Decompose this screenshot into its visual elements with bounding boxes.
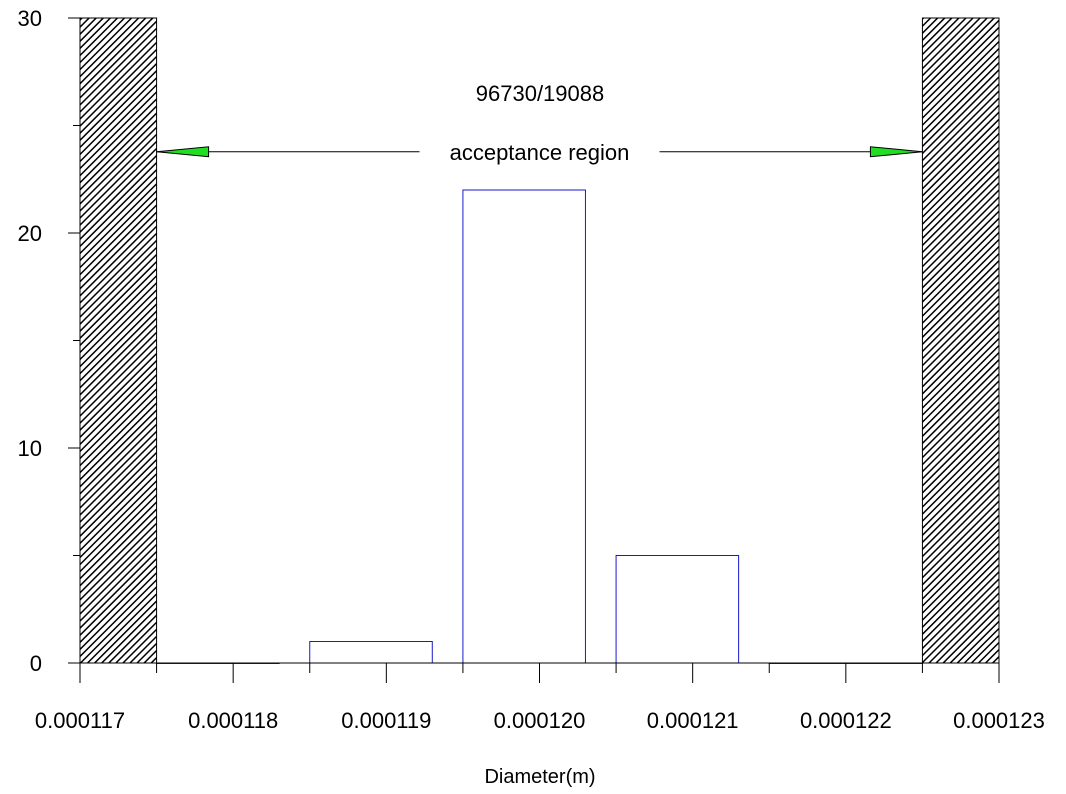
histogram-bar-3 bbox=[462, 189, 586, 664]
y-tick-label: 20 bbox=[18, 221, 42, 246]
x-axis-title: Diameter(m) bbox=[484, 766, 595, 788]
x-tick-label: 0.000121 bbox=[647, 708, 739, 733]
acceptance-arrow-head-right bbox=[869, 146, 923, 158]
y-tick-label: 10 bbox=[18, 436, 42, 461]
x-tick-label: 0.000123 bbox=[953, 708, 1045, 733]
rejection-region-1 bbox=[79, 17, 158, 664]
acceptance-arrow-head-left bbox=[156, 146, 210, 158]
x-tick-label: 0.000118 bbox=[188, 708, 278, 733]
chart-title: 96730/19088 bbox=[476, 81, 604, 106]
x-tick-label: 0.000119 bbox=[341, 708, 431, 733]
histogram-bar-4 bbox=[615, 555, 740, 664]
rejection-region-2 bbox=[921, 17, 1000, 664]
acceptance-region-label: acceptance region bbox=[450, 140, 630, 165]
y-tick-label: 0 bbox=[30, 651, 42, 676]
y-tick-label: 30 bbox=[18, 6, 42, 31]
x-tick-label: 0.000120 bbox=[494, 708, 586, 733]
x-tick-label: 0.000122 bbox=[800, 708, 892, 733]
x-tick-label: 0.000117 bbox=[35, 708, 125, 733]
histogram-bar-2 bbox=[309, 641, 433, 664]
